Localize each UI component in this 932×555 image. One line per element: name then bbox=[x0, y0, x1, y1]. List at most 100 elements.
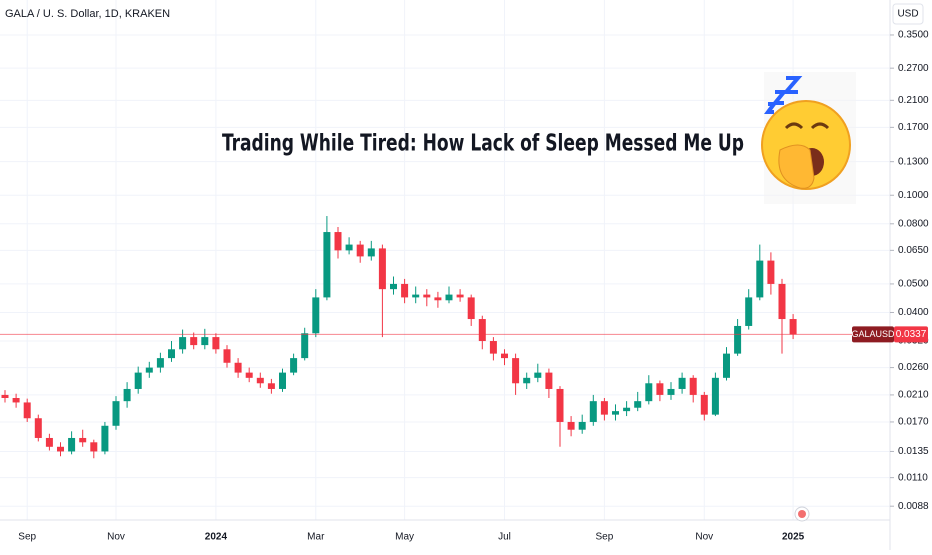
candle-body bbox=[401, 283, 409, 298]
candle-body bbox=[234, 362, 242, 373]
currency-label: USD bbox=[897, 9, 918, 20]
chart-title: GALA / U. S. Dollar, 1D, KRAKEN bbox=[5, 8, 170, 20]
x-tick-label: Sep bbox=[18, 532, 36, 543]
candle-body bbox=[390, 283, 397, 290]
candle-body bbox=[101, 425, 109, 452]
y-tick-label: 0.2700 bbox=[898, 63, 929, 74]
event-icon-dot bbox=[798, 510, 806, 518]
candle-body bbox=[378, 248, 386, 290]
candle-body bbox=[267, 383, 275, 389]
candle-body bbox=[68, 437, 76, 452]
currency-box bbox=[892, 3, 924, 25]
emoji-hand bbox=[778, 144, 815, 189]
y-tick-label: 0.1000 bbox=[898, 190, 929, 201]
candle-body bbox=[423, 294, 431, 298]
y-tick-label: 0.2100 bbox=[898, 95, 929, 106]
last-price-value-box bbox=[894, 326, 928, 343]
candle-body bbox=[34, 418, 42, 438]
y-tick-label: 0.0135 bbox=[898, 446, 929, 457]
emoji-eyes bbox=[784, 122, 830, 130]
candle-body bbox=[745, 297, 753, 326]
candle-body bbox=[90, 442, 98, 452]
candle-body bbox=[179, 337, 187, 350]
last-price-name: GALAUSD bbox=[851, 329, 895, 339]
candle-body bbox=[156, 358, 164, 368]
headline: Trading While Tired: How Lack of Sleep M… bbox=[222, 131, 744, 157]
candle-body bbox=[678, 377, 686, 389]
candle-body bbox=[323, 232, 331, 298]
candle-body bbox=[567, 421, 575, 430]
candle-body bbox=[700, 394, 708, 415]
candle-body bbox=[789, 319, 797, 335]
candle-body bbox=[290, 358, 298, 373]
candle-body bbox=[723, 353, 730, 378]
candle-body bbox=[612, 411, 619, 415]
emoji-zzz bbox=[764, 76, 803, 114]
candle-body bbox=[279, 372, 286, 389]
candle-body bbox=[434, 297, 442, 301]
candle-body bbox=[212, 337, 220, 350]
candle-body bbox=[556, 388, 564, 422]
y-tick-label: 0.0800 bbox=[898, 218, 929, 229]
candle-body bbox=[12, 398, 20, 403]
candle-body bbox=[334, 232, 342, 251]
candle-body bbox=[412, 294, 420, 298]
candle-body bbox=[112, 401, 120, 426]
candle-body bbox=[478, 319, 486, 342]
candle-body bbox=[223, 349, 231, 363]
grid-layer bbox=[0, 0, 890, 520]
candle-body bbox=[190, 337, 198, 346]
candle-body bbox=[734, 325, 742, 354]
x-tick-label: 2025 bbox=[782, 532, 805, 543]
candle-body bbox=[545, 372, 553, 389]
candle-layer bbox=[1, 216, 797, 459]
candle-body bbox=[645, 383, 653, 402]
y-tick-label: 0.3500 bbox=[898, 30, 929, 41]
candle-body bbox=[501, 353, 508, 359]
candle-body bbox=[123, 388, 131, 402]
x-tick-label: Jul bbox=[498, 532, 511, 543]
candle-body bbox=[312, 297, 320, 334]
candle-body bbox=[523, 377, 531, 384]
y-tick-label: 0.0210 bbox=[898, 390, 929, 401]
y-tick-label: 0.0500 bbox=[898, 279, 929, 290]
candle-body bbox=[489, 341, 497, 354]
candle-body bbox=[201, 337, 209, 346]
candle-body bbox=[589, 401, 597, 422]
candle-body bbox=[1, 394, 9, 398]
yawn-emoji bbox=[761, 72, 856, 204]
candle-body bbox=[467, 297, 475, 320]
candle-body bbox=[634, 401, 642, 408]
candle-body bbox=[367, 248, 375, 257]
candle-body bbox=[778, 283, 786, 320]
x-tick-label: May bbox=[395, 532, 414, 543]
candle-body bbox=[301, 333, 309, 359]
candle-body bbox=[711, 377, 719, 415]
candle-body bbox=[689, 377, 697, 395]
candle-body bbox=[168, 349, 175, 359]
x-tick-label: Nov bbox=[695, 532, 713, 543]
x-tick-label: Nov bbox=[107, 532, 125, 543]
x-tick-label: 2024 bbox=[205, 532, 228, 543]
y-tick-label: 0.1700 bbox=[898, 122, 929, 133]
candle-body bbox=[456, 294, 464, 298]
candle-body bbox=[534, 372, 542, 378]
candle-body bbox=[345, 244, 353, 251]
candle-body bbox=[256, 377, 264, 384]
x-tick-label: Sep bbox=[596, 532, 614, 543]
candle-body bbox=[145, 367, 153, 373]
candle-body bbox=[445, 294, 453, 301]
candle-body bbox=[600, 401, 608, 415]
candle-body bbox=[356, 244, 364, 257]
y-tick-label: 0.0110 bbox=[898, 472, 928, 483]
candle-body bbox=[767, 260, 775, 284]
y-tick-label: 0.0260 bbox=[898, 362, 929, 373]
candle-body bbox=[667, 388, 675, 395]
y-tick-label: 0.0170 bbox=[898, 417, 929, 428]
y-tick-label: 0.0650 bbox=[898, 245, 929, 256]
candle-body bbox=[656, 383, 664, 395]
candle-body bbox=[45, 437, 53, 447]
candle-body bbox=[623, 407, 631, 412]
